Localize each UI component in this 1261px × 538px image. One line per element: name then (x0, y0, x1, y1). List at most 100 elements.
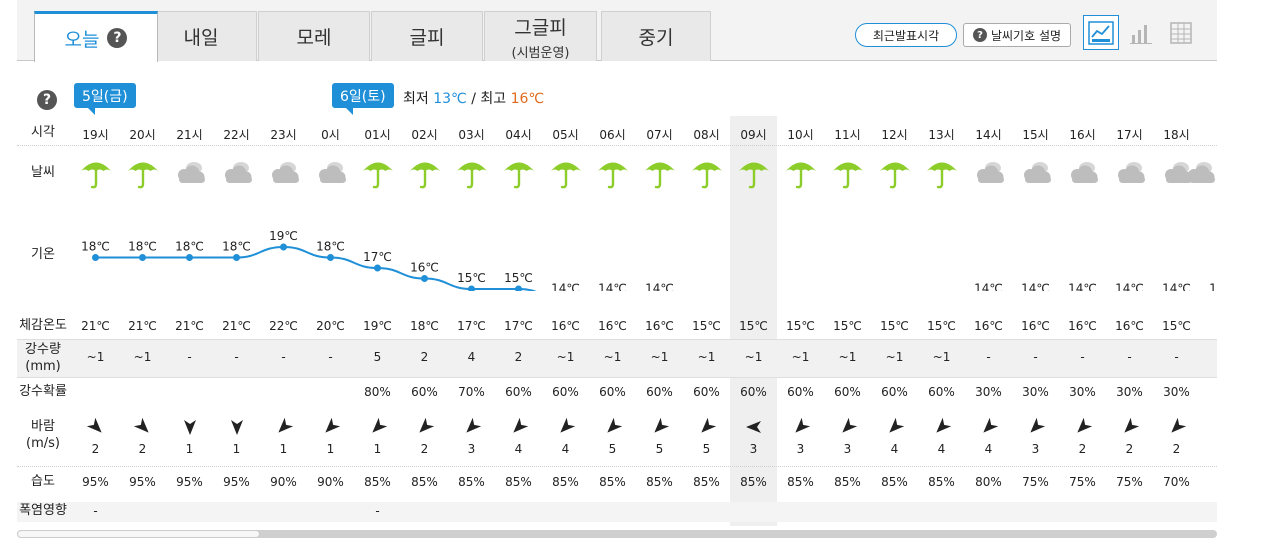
min-max-temperature: 최저 13℃ / 최고 16℃ (403, 88, 544, 108)
humidity-cell: 85% (740, 475, 767, 489)
wind-direction-arrow-icon (1170, 417, 1186, 433)
wind-speed-cell: 3 (843, 442, 852, 456)
hour-cell: 19시 (82, 128, 109, 142)
humidity-cell: 85% (599, 475, 626, 489)
cloudy-icon (318, 162, 346, 183)
precip-probability-cell: 60% (881, 385, 908, 399)
wind-direction-arrow-icon (1123, 417, 1139, 433)
precip-probability-cell: 60% (787, 385, 814, 399)
rain-umbrella-icon (644, 162, 675, 189)
scrollbar-thumb[interactable] (17, 530, 260, 538)
precipitation-cell: ~1 (838, 350, 857, 364)
precipitation-cell: - (328, 350, 333, 364)
wind-direction-arrow-icon (888, 417, 904, 433)
max-label: 최고 (480, 91, 507, 107)
horizontal-scrollbar[interactable] (17, 530, 1217, 538)
wind-direction-arrow-icon (1029, 417, 1045, 433)
tab-day-after-tomorrow[interactable]: 모레 (258, 11, 370, 61)
tab-today-label: 오늘 (64, 28, 100, 51)
temperature-point (468, 285, 475, 291)
humidity-cell: 95% (129, 475, 156, 489)
feels-like-cell: 21℃ (81, 319, 110, 333)
precip-probability-row: 강수확률 80% 60% 70% 60% 60% 60% 60% 60% 60% 60% 60% 60… (17, 383, 1217, 403)
precipitation-cell: 2 (420, 350, 429, 364)
feels-like-cell: 15℃ (927, 319, 956, 333)
hour-cell: 10시 (787, 128, 814, 142)
temperature-label: 14℃ (1068, 282, 1097, 292)
date-day2: 6일(토) (340, 88, 386, 105)
precip-probability-cell: 60% (552, 385, 579, 399)
hour-cell: 04시 (505, 128, 532, 142)
wind-speed-cell: 3 (1031, 442, 1040, 456)
recent-release-button[interactable]: 최근발표시각 (855, 23, 957, 47)
tab-4-days-later[interactable]: 그글피 (시범운영) (484, 11, 597, 61)
humidity-cell: 70% (1163, 475, 1190, 489)
temperature-line (95, 245, 537, 291)
precip-probability-cell: 30% (1116, 385, 1143, 399)
tab-tomorrow[interactable]: 내일 (145, 11, 257, 61)
wind-direction-arrow-icon (86, 417, 102, 433)
temperature-point (374, 264, 381, 272)
wind-speed-cell: 4 (561, 442, 570, 456)
tab-label: 그글피 (514, 16, 567, 39)
cloudy-icon (1070, 162, 1098, 183)
bar-chart-icon (1130, 24, 1152, 44)
precipitation-cell: - (1174, 350, 1179, 364)
rain-umbrella-icon (926, 162, 957, 189)
hour-cell: 08시 (693, 128, 720, 142)
feels-like-cell: 16℃ (974, 319, 1003, 333)
cloudy-icon (1188, 162, 1215, 183)
hour-cell: 1 (1200, 126, 1217, 140)
temperature-point (327, 254, 334, 261)
feels-like-cell: 20℃ (316, 319, 345, 333)
bar-view-button[interactable] (1123, 15, 1159, 50)
temperature-point (515, 285, 522, 291)
wind-speed-cell: 5 (608, 442, 617, 456)
temperature-point (421, 275, 428, 282)
feels-like-cell: 15℃ (739, 319, 768, 333)
weather-symbol-help-button[interactable]: ? 날씨기호 설명 (963, 23, 1071, 47)
graph-view-button[interactable] (1083, 15, 1119, 50)
wind-speed-cell: 4 (937, 442, 946, 456)
feels-like-cell: 16℃ (598, 319, 627, 333)
hour-cell: 21시 (176, 128, 203, 142)
precipitation-cell: ~1 (697, 350, 716, 364)
wind-speed-cell: 1 (326, 442, 335, 456)
line-graph-icon (1088, 20, 1114, 45)
precipitation-cell: - (281, 350, 286, 364)
help-icon[interactable]: ? (37, 90, 57, 110)
wind-unit: (m/s) (26, 436, 60, 451)
cloudy-icon (1164, 162, 1192, 183)
humidity-cell: 85% (552, 475, 579, 489)
temperature-label: 19℃ (269, 229, 298, 243)
wind-direction-arrow-icon (183, 420, 196, 435)
temperature-point (233, 254, 240, 261)
cloudy-icon (224, 162, 252, 183)
precipitation-cell: ~1 (744, 350, 763, 364)
wind-speed-cell: 4 (984, 442, 993, 456)
wind-speed-cell: 1 (373, 442, 382, 456)
precip-probability-cell: 2 (1200, 385, 1217, 399)
forecast-tab-bar: 오늘 ? 내일 모레 글피 그글피 (시범운영) 중기 최근발표시각 ? 날씨기… (17, 0, 1217, 62)
hour-cell: 13시 (928, 128, 955, 142)
precipitation-cell: - (986, 350, 991, 364)
wind-speed-cell: 2 (1172, 442, 1181, 456)
help-icon[interactable]: ? (107, 28, 128, 48)
tab-today[interactable]: 오늘 ? (34, 11, 158, 62)
table-view-button[interactable] (1163, 15, 1199, 50)
precip-probability-cell: 70% (458, 385, 485, 399)
precip-probability-cell: 60% (599, 385, 626, 399)
temperature-label: 14℃ (1021, 282, 1050, 292)
rain-umbrella-icon (456, 162, 487, 189)
temperature-point (186, 254, 193, 261)
precipitation-cell: 2 (514, 350, 523, 364)
hour-cell: 22시 (223, 128, 250, 142)
feels-like-cell: 16℃ (1021, 319, 1050, 333)
tab-mid-term[interactable]: 중기 (601, 11, 711, 61)
humidity-cell: 85% (364, 475, 391, 489)
tab-3-days-later[interactable]: 글피 (371, 11, 483, 61)
wind-direction-arrow-icon (133, 417, 149, 433)
rain-umbrella-icon (832, 162, 863, 189)
humidity-cell: 85% (458, 475, 485, 489)
humidity-cell: 85% (834, 475, 861, 489)
